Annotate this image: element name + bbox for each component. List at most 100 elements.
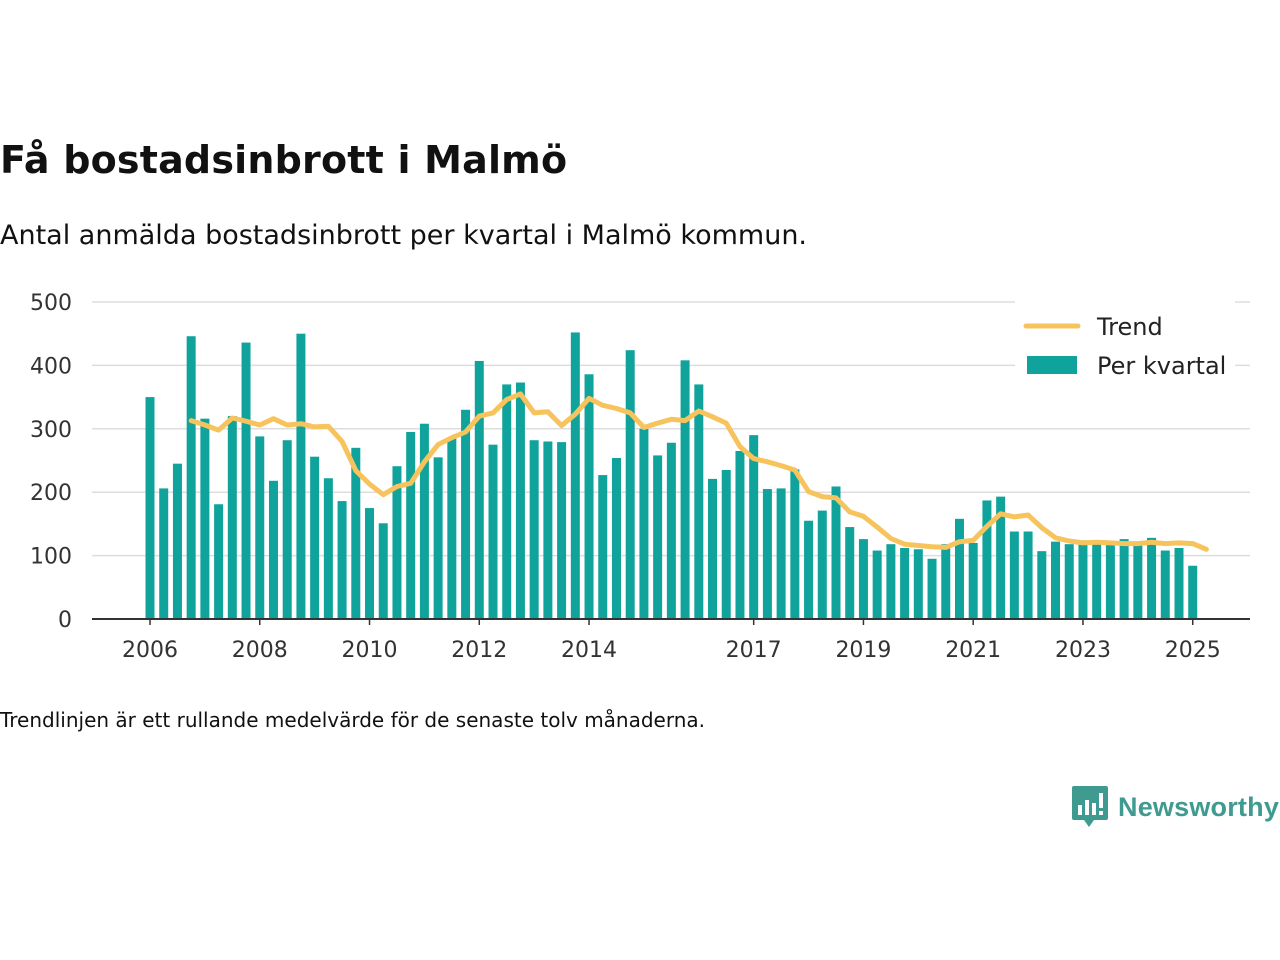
x-tick-label: 2025	[1165, 638, 1221, 663]
bar	[680, 360, 690, 619]
bar	[927, 558, 937, 619]
bar	[625, 350, 635, 619]
y-tick-label: 400	[30, 354, 72, 379]
bar	[282, 440, 292, 619]
y-axis-labels: 0 100 200 300 400 500	[30, 291, 72, 633]
y-tick-label: 200	[30, 481, 72, 506]
bar	[1174, 547, 1184, 619]
chart-subtitle: Antal anmälda bostadsinbrott per kvartal…	[0, 220, 808, 251]
bar	[900, 547, 910, 619]
x-tick-label: 2010	[342, 638, 398, 663]
bar	[639, 428, 649, 619]
bar	[488, 444, 498, 619]
bar	[365, 508, 375, 619]
x-tick-label: 2021	[945, 638, 1001, 663]
bar	[1009, 531, 1019, 619]
bar-series	[145, 332, 1198, 619]
bar	[858, 539, 868, 619]
bar	[255, 436, 265, 619]
bar	[653, 455, 663, 619]
bar	[1119, 539, 1129, 619]
bar	[172, 463, 182, 619]
x-tick-label: 2014	[561, 638, 617, 663]
legend-bar-label: Per kvartal	[1097, 352, 1226, 380]
legend: Trend Per kvartal	[1015, 295, 1235, 395]
bar	[502, 384, 512, 619]
bar	[447, 438, 457, 619]
bar	[570, 332, 580, 619]
bar	[543, 441, 553, 619]
bar	[1133, 544, 1143, 619]
bar	[790, 469, 800, 619]
bar	[735, 450, 745, 619]
bar	[214, 504, 224, 619]
bar	[721, 470, 731, 619]
y-tick-label: 300	[30, 418, 72, 443]
bar	[557, 442, 567, 619]
bar	[268, 480, 278, 619]
bar	[872, 550, 882, 619]
bar	[310, 456, 320, 619]
bar	[378, 523, 388, 619]
bar	[515, 382, 525, 619]
x-tick-label: 2008	[232, 638, 288, 663]
chart: 0 100 200 300 400 500 2006 2008 2010 2012 2014 201…	[30, 291, 1250, 663]
bar	[611, 457, 621, 619]
bar	[461, 409, 471, 619]
bar	[529, 440, 539, 619]
bar	[598, 475, 608, 619]
bar	[708, 478, 718, 619]
bar	[145, 397, 155, 619]
y-tick-label: 500	[30, 291, 72, 316]
bar	[694, 384, 704, 619]
bar	[762, 489, 772, 619]
x-tick-label: 2023	[1055, 638, 1111, 663]
bar	[913, 549, 923, 619]
brand-logo: Newsworthy	[1072, 786, 1279, 828]
x-tick-label: 2019	[835, 638, 891, 663]
bar	[406, 431, 416, 619]
bar	[433, 457, 443, 619]
bar	[296, 333, 306, 619]
bar	[804, 520, 814, 619]
legend-trend-label: Trend	[1096, 313, 1163, 341]
x-tick-label: 2017	[726, 638, 782, 663]
bar	[982, 500, 992, 619]
bar	[186, 336, 196, 619]
bar	[200, 418, 210, 619]
legend-background	[1015, 295, 1235, 395]
bar	[831, 486, 841, 619]
bar	[886, 544, 896, 619]
y-tick-label: 0	[58, 608, 72, 633]
bar	[241, 342, 251, 619]
chart-title: Få bostadsinbrott i Malmö	[0, 138, 568, 182]
bar	[1023, 531, 1033, 619]
bar	[227, 416, 237, 619]
bar	[845, 527, 855, 619]
bar	[1188, 565, 1198, 619]
bar	[817, 510, 827, 619]
x-tick-label: 2012	[451, 638, 507, 663]
trend-line	[188, 391, 1209, 552]
bar	[474, 360, 484, 619]
bar	[159, 488, 169, 619]
bar	[749, 435, 759, 619]
brand-name: Newsworthy	[1118, 791, 1280, 822]
newsworthy-logo-icon	[1072, 786, 1108, 827]
bar	[392, 466, 402, 619]
bar	[954, 518, 964, 619]
bar	[584, 374, 594, 619]
x-tick-label: 2006	[122, 638, 178, 663]
legend-bar-swatch	[1027, 356, 1077, 374]
bar	[1092, 544, 1102, 619]
y-tick-label: 100	[30, 545, 72, 570]
x-axis-labels: 2006 2008 2010 2012 2014 2017 2019 2021 2023 2025	[122, 619, 1221, 663]
bar	[1078, 540, 1088, 619]
bar	[1051, 541, 1061, 619]
bar	[996, 496, 1006, 619]
bar	[1147, 537, 1157, 619]
footnote: Trendlinjen är ett rullande medelvärde f…	[0, 708, 706, 732]
bar	[1105, 542, 1115, 619]
bar	[337, 501, 347, 619]
bar	[666, 442, 676, 619]
